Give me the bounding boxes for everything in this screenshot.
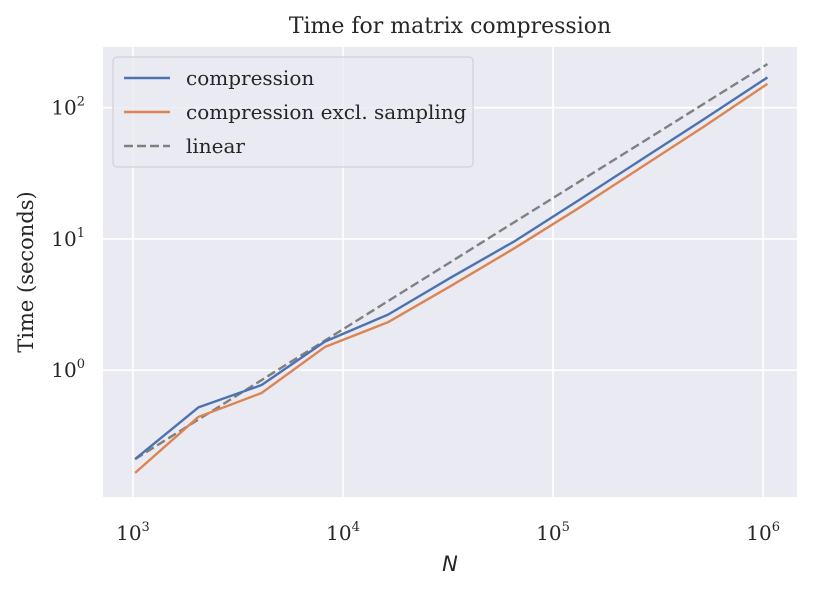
legend: compression compression excl. sampling lin… bbox=[112, 56, 474, 168]
y-tick-label: 102 bbox=[51, 95, 85, 120]
legend-label: linear bbox=[186, 134, 245, 158]
legend-box bbox=[112, 56, 474, 168]
series-layer bbox=[134, 63, 769, 474]
series-line-compression bbox=[134, 76, 769, 461]
tick-labels: 103 104 105 106 100 101 102 bbox=[51, 95, 780, 545]
x-tick-label: 106 bbox=[746, 520, 780, 545]
x-tick-label: 103 bbox=[116, 520, 150, 545]
x-axis-label: N bbox=[442, 552, 458, 576]
legend-label: compression bbox=[186, 66, 314, 90]
y-tick-label: 101 bbox=[51, 226, 85, 251]
legend-label: compression excl. sampling bbox=[186, 100, 467, 124]
x-tick-label: 104 bbox=[326, 520, 360, 545]
y-axis-label: Time (seconds) bbox=[14, 191, 38, 352]
series-line-compression-excl-sampling bbox=[134, 82, 769, 474]
chart-title: Time for matrix compression bbox=[289, 14, 611, 39]
y-tick-label: 100 bbox=[51, 357, 85, 382]
x-tick-label: 105 bbox=[536, 520, 570, 545]
